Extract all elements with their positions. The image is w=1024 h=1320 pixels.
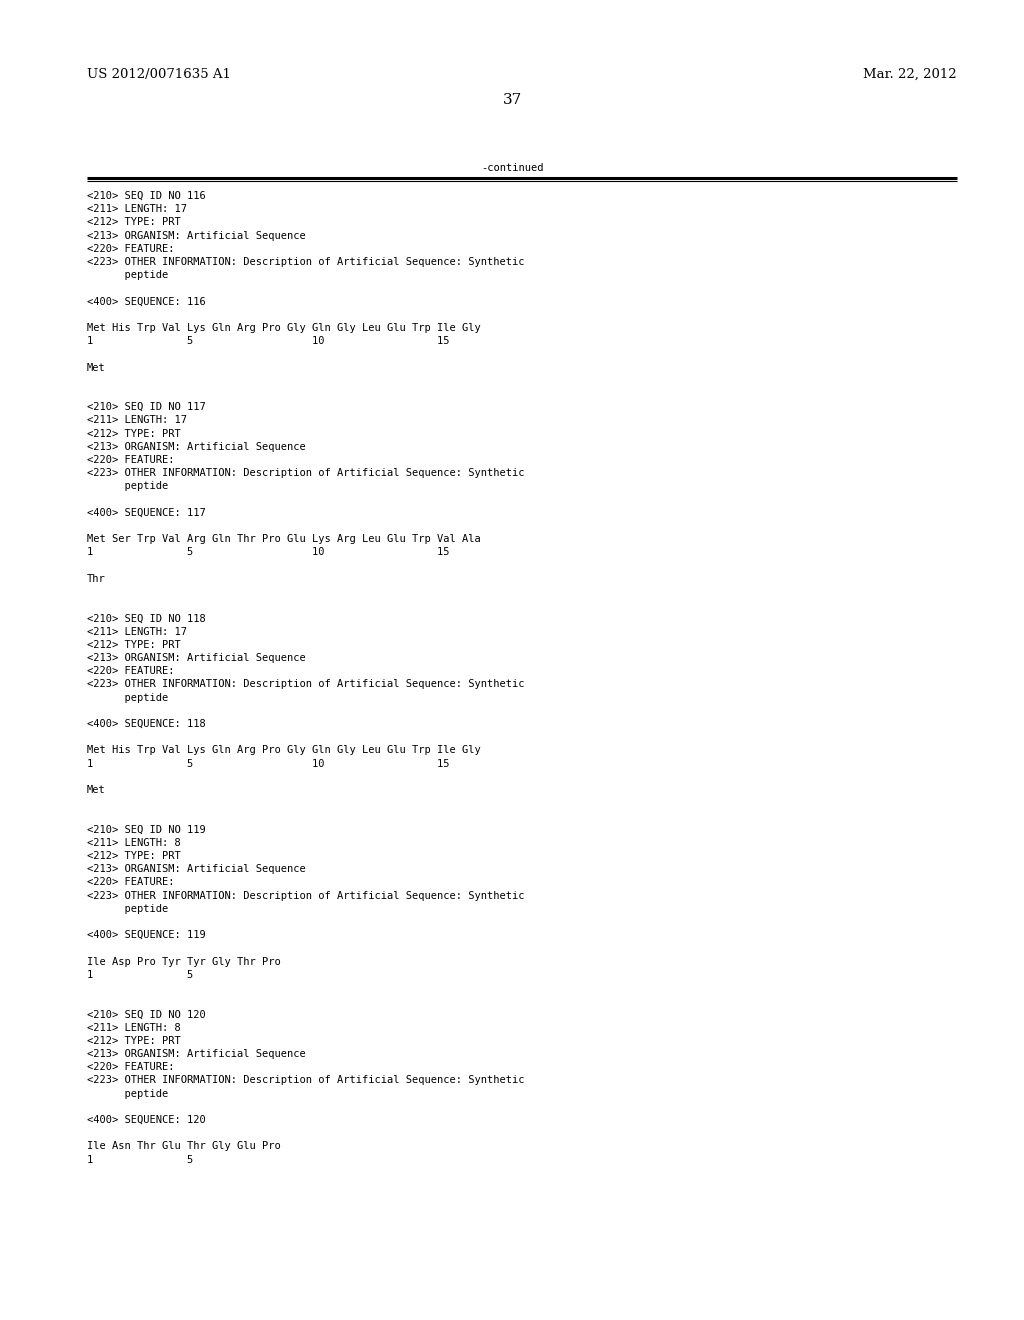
Text: -continued: -continued [480,162,544,173]
Text: <211> LENGTH: 17: <211> LENGTH: 17 [87,416,187,425]
Text: <223> OTHER INFORMATION: Description of Artificial Sequence: Synthetic: <223> OTHER INFORMATION: Description of … [87,891,524,900]
Text: 1               5                   10                  15: 1 5 10 15 [87,548,450,557]
Text: Met: Met [87,785,105,795]
Text: <213> ORGANISM: Artificial Sequence: <213> ORGANISM: Artificial Sequence [87,1049,306,1059]
Text: Ile Asp Pro Tyr Tyr Gly Thr Pro: Ile Asp Pro Tyr Tyr Gly Thr Pro [87,957,281,966]
Text: <213> ORGANISM: Artificial Sequence: <213> ORGANISM: Artificial Sequence [87,231,306,240]
Text: Mar. 22, 2012: Mar. 22, 2012 [863,69,957,81]
Text: Met His Trp Val Lys Gln Arg Pro Gly Gln Gly Leu Glu Trp Ile Gly: Met His Trp Val Lys Gln Arg Pro Gly Gln … [87,746,480,755]
Text: Thr: Thr [87,574,105,583]
Text: <400> SEQUENCE: 119: <400> SEQUENCE: 119 [87,931,206,940]
Text: <400> SEQUENCE: 120: <400> SEQUENCE: 120 [87,1115,206,1125]
Text: <212> TYPE: PRT: <212> TYPE: PRT [87,218,181,227]
Text: <223> OTHER INFORMATION: Description of Artificial Sequence: Synthetic: <223> OTHER INFORMATION: Description of … [87,469,524,478]
Text: peptide: peptide [87,904,168,913]
Text: <220> FEATURE:: <220> FEATURE: [87,1063,174,1072]
Text: Met His Trp Val Lys Gln Arg Pro Gly Gln Gly Leu Glu Trp Ile Gly: Met His Trp Val Lys Gln Arg Pro Gly Gln … [87,323,480,333]
Text: 37: 37 [503,92,521,107]
Text: Met: Met [87,363,105,372]
Text: <212> TYPE: PRT: <212> TYPE: PRT [87,640,181,649]
Text: <220> FEATURE:: <220> FEATURE: [87,667,174,676]
Text: 1               5: 1 5 [87,970,194,979]
Text: US 2012/0071635 A1: US 2012/0071635 A1 [87,69,230,81]
Text: <210> SEQ ID NO 117: <210> SEQ ID NO 117 [87,403,206,412]
Text: <210> SEQ ID NO 120: <210> SEQ ID NO 120 [87,1010,206,1019]
Text: 1               5: 1 5 [87,1155,194,1164]
Text: <400> SEQUENCE: 118: <400> SEQUENCE: 118 [87,719,206,729]
Text: peptide: peptide [87,1089,168,1098]
Text: <223> OTHER INFORMATION: Description of Artificial Sequence: Synthetic: <223> OTHER INFORMATION: Description of … [87,680,524,689]
Text: Met Ser Trp Val Arg Gln Thr Pro Glu Lys Arg Leu Glu Trp Val Ala: Met Ser Trp Val Arg Gln Thr Pro Glu Lys … [87,535,480,544]
Text: <211> LENGTH: 17: <211> LENGTH: 17 [87,205,187,214]
Text: <223> OTHER INFORMATION: Description of Artificial Sequence: Synthetic: <223> OTHER INFORMATION: Description of … [87,1076,524,1085]
Text: peptide: peptide [87,271,168,280]
Text: <210> SEQ ID NO 118: <210> SEQ ID NO 118 [87,614,206,623]
Text: peptide: peptide [87,693,168,702]
Text: <223> OTHER INFORMATION: Description of Artificial Sequence: Synthetic: <223> OTHER INFORMATION: Description of … [87,257,524,267]
Text: <220> FEATURE:: <220> FEATURE: [87,878,174,887]
Text: <220> FEATURE:: <220> FEATURE: [87,455,174,465]
Text: <213> ORGANISM: Artificial Sequence: <213> ORGANISM: Artificial Sequence [87,865,306,874]
Text: <211> LENGTH: 17: <211> LENGTH: 17 [87,627,187,636]
Text: <210> SEQ ID NO 116: <210> SEQ ID NO 116 [87,191,206,201]
Text: <211> LENGTH: 8: <211> LENGTH: 8 [87,1023,181,1032]
Text: <213> ORGANISM: Artificial Sequence: <213> ORGANISM: Artificial Sequence [87,653,306,663]
Text: peptide: peptide [87,482,168,491]
Text: <212> TYPE: PRT: <212> TYPE: PRT [87,429,181,438]
Text: <212> TYPE: PRT: <212> TYPE: PRT [87,1036,181,1045]
Text: 1               5                   10                  15: 1 5 10 15 [87,337,450,346]
Text: <220> FEATURE:: <220> FEATURE: [87,244,174,253]
Text: Ile Asn Thr Glu Thr Gly Glu Pro: Ile Asn Thr Glu Thr Gly Glu Pro [87,1142,281,1151]
Text: <400> SEQUENCE: 117: <400> SEQUENCE: 117 [87,508,206,517]
Text: <213> ORGANISM: Artificial Sequence: <213> ORGANISM: Artificial Sequence [87,442,306,451]
Text: <211> LENGTH: 8: <211> LENGTH: 8 [87,838,181,847]
Text: <400> SEQUENCE: 116: <400> SEQUENCE: 116 [87,297,206,306]
Text: <212> TYPE: PRT: <212> TYPE: PRT [87,851,181,861]
Text: 1               5                   10                  15: 1 5 10 15 [87,759,450,768]
Text: <210> SEQ ID NO 119: <210> SEQ ID NO 119 [87,825,206,834]
